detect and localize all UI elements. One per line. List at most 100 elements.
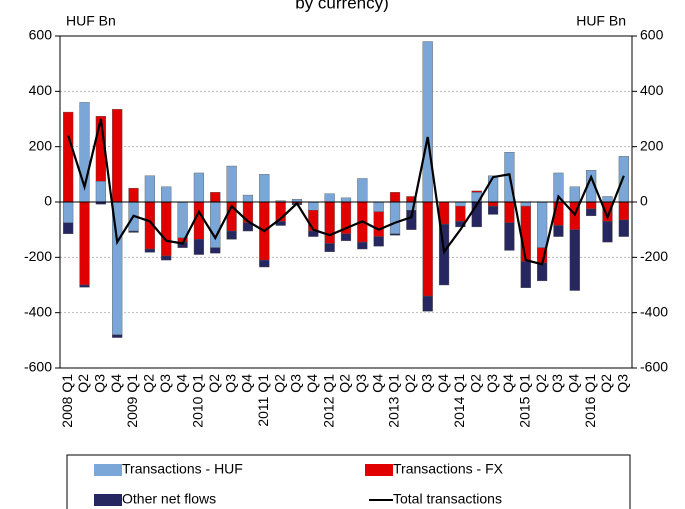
bar [259,259,270,268]
bar [161,201,172,257]
y2-tick-label: -200 [640,248,668,264]
bar [79,201,90,286]
bar [373,201,384,212]
bar [79,284,90,288]
bar [177,201,188,239]
bar [389,201,401,235]
legend-label: Total transactions [393,491,502,507]
bar [112,334,123,338]
bar [226,230,237,240]
x-tick-label: 2011 Q1 [255,374,271,427]
bar [422,295,433,312]
x-tick-label: Q4 [108,374,124,393]
bar [569,186,580,203]
x-tick-label: Q3 [222,374,238,393]
x-tick-label: Q2 [337,374,353,393]
legend-label: Other net flows [122,491,216,507]
bar [569,229,580,291]
bar [63,222,74,235]
y2-axis-label: HUF Bn [576,13,626,29]
bar [520,205,531,262]
chart-title: by currency) [295,0,389,12]
x-tick-label: Q2 [467,374,483,393]
bar [438,223,450,286]
y2-tick-label: 400 [640,82,664,98]
x-tick-label: Q4 [304,374,320,393]
legend-label: Transactions - HUF [122,461,243,477]
bar [144,175,155,203]
bar [504,222,515,251]
legend-swatch [94,464,122,476]
bar [63,111,74,203]
x-tick-label: 2016 Q1 [582,374,598,428]
bar [324,201,335,244]
bar [389,192,401,203]
y-tick-label: -200 [24,248,52,264]
y-tick-label: -600 [24,359,52,375]
x-tick-label: 2015 Q1 [516,374,532,428]
y-tick-label: 0 [44,193,52,209]
x-tick-label: 2010 Q1 [190,374,206,428]
bar [373,236,384,247]
x-tick-label: Q3 [157,374,173,393]
x-tick-label: Q4 [566,374,582,393]
x-tick-label: Q3 [288,374,304,393]
x-tick-label: 2014 Q1 [451,374,467,428]
bar [455,201,466,207]
bar [520,201,531,207]
x-tick-label: Q3 [615,374,631,393]
bar [487,175,499,203]
bar [193,172,205,203]
x-tick-label: 2012 Q1 [320,374,336,428]
y-tick-label: 600 [29,27,53,43]
x-tick-label: Q3 [549,374,565,393]
y2-tick-label: 600 [640,27,664,43]
x-tick-label: Q3 [418,374,434,393]
bar [242,194,254,203]
x-tick-label: Q2 [598,374,614,393]
bar [586,208,597,217]
bar [112,109,123,203]
bar [161,186,172,203]
x-tick-label: Q3 [92,374,108,393]
x-tick-label: Q3 [353,374,369,393]
bar [259,174,270,203]
bar [618,156,629,203]
bar [357,241,368,250]
bar [618,201,629,221]
y2-tick-label: 0 [640,193,648,209]
bar [471,190,482,193]
bar [193,239,205,255]
x-tick-label: Q4 [435,374,451,393]
bar [242,222,254,232]
bar [128,230,139,233]
bar [95,181,106,203]
bar [504,201,515,223]
x-tick-label: Q4 [173,374,189,393]
plot-frame [59,35,633,369]
bar [226,165,237,203]
bar [422,41,433,203]
y-tick-label: -400 [24,303,52,319]
x-tick-label: Q2 [206,374,222,393]
bar [487,201,499,207]
x-tick-label: Q2 [271,374,287,393]
y-tick-label: 200 [29,137,53,153]
bar [324,243,335,253]
bar [389,233,401,236]
line [67,118,625,266]
y-tick-label: 400 [29,82,53,98]
legend-box [66,454,631,509]
bar [618,219,629,237]
legend-label: Transactions - FX [393,461,504,477]
bar [210,192,221,203]
bar [537,201,548,248]
bar [63,201,74,223]
y2-tick-label: -600 [640,359,668,375]
bar [422,201,433,297]
x-tick-label: 2013 Q1 [386,374,402,428]
bar [340,233,352,241]
bar [537,262,548,282]
bar [308,230,319,237]
